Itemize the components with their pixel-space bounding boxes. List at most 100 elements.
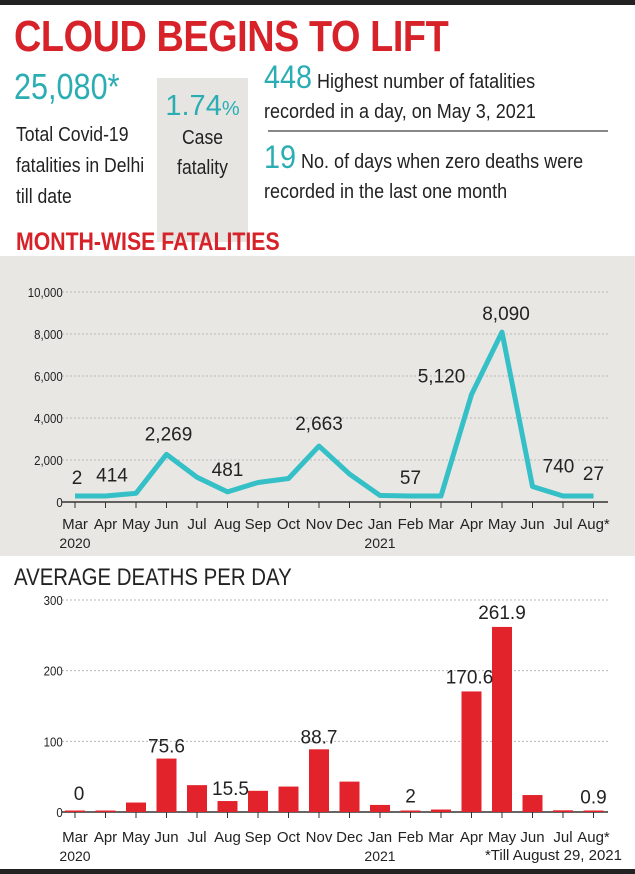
x-tick-label: Aug*	[577, 829, 610, 846]
bar	[278, 786, 299, 812]
zero-days-value: 19	[264, 139, 297, 175]
y-tick-label: 4,000	[34, 411, 63, 426]
data-label: 2	[72, 468, 83, 489]
bar-chart-title: AVERAGE DEATHS PER DAY	[14, 564, 292, 591]
bar	[553, 810, 573, 812]
year-label: 2021	[364, 848, 395, 864]
x-tick-label: Aug*	[577, 516, 610, 533]
bar	[339, 781, 360, 812]
x-tick-label: Oct	[277, 516, 301, 533]
x-tick-label: Jun	[154, 829, 178, 846]
peak-day-stat: 448 Highest number of fatalities recorde…	[264, 61, 597, 127]
y-tick-label: 2,000	[34, 453, 63, 468]
fatalities-line	[75, 329, 594, 499]
x-tick-label: Apr	[94, 516, 117, 533]
x-tick-label: Jul	[187, 516, 206, 533]
x-tick-label: May	[122, 829, 151, 846]
x-tick-label: Feb	[398, 516, 424, 533]
x-tick-label: Mar	[62, 516, 88, 533]
bar	[126, 802, 146, 812]
y-tick-label: 0	[56, 495, 63, 510]
year-label: 2020	[59, 535, 90, 551]
data-label: 261.9	[478, 603, 526, 624]
y-tick-label: 6,000	[34, 369, 63, 384]
year-label: 2021	[364, 535, 395, 551]
case-fatality-label: Case fatality	[177, 127, 228, 179]
data-label: 414	[96, 465, 128, 486]
data-label: 170.6	[446, 667, 494, 688]
data-label: 75.6	[148, 737, 185, 758]
x-tick-label: Aug	[214, 516, 241, 533]
x-tick-label: Jan	[368, 829, 392, 846]
x-tick-label: Sep	[245, 829, 272, 846]
bar	[431, 809, 451, 812]
cfr-unit: %	[221, 98, 240, 120]
data-label: 2,269	[145, 424, 193, 445]
x-tick-label: Dec	[336, 516, 363, 533]
y-tick-label: 200	[44, 664, 63, 679]
bar	[65, 810, 85, 812]
y-tick-label: 10,000	[28, 285, 63, 300]
data-label: 2,663	[295, 414, 343, 435]
x-tick-label: Aug	[214, 829, 241, 846]
bar	[217, 801, 238, 812]
bar	[309, 749, 329, 812]
x-tick-label: Apr	[94, 829, 117, 846]
bar	[461, 691, 482, 812]
line-chart-title: MONTH-WISE FATALITIES	[16, 228, 280, 256]
divider	[268, 130, 608, 132]
x-tick-label: Sep	[245, 516, 272, 533]
x-tick-label: Nov	[306, 829, 333, 846]
year-label: 2020	[59, 848, 90, 864]
zero-days-desc: No. of days when zero deaths were record…	[264, 151, 584, 203]
x-tick-label: Mar	[428, 516, 454, 533]
x-tick-label: Dec	[336, 829, 363, 846]
y-tick-label: 300	[44, 593, 63, 608]
data-label: 0.9	[580, 787, 606, 808]
bar	[248, 790, 268, 812]
x-tick-label: Jul	[187, 829, 206, 846]
y-tick-label: 100	[44, 735, 63, 750]
x-tick-label: Mar	[62, 829, 88, 846]
data-label: 5,120	[418, 366, 466, 387]
bar	[95, 810, 116, 812]
x-tick-label: May	[488, 829, 517, 846]
x-tick-label: May	[122, 516, 151, 533]
bar	[370, 804, 390, 812]
y-tick-label: 8,000	[34, 327, 63, 342]
data-label: 481	[212, 460, 244, 481]
x-tick-label: Nov	[306, 516, 333, 533]
x-tick-label: Jun	[520, 516, 544, 533]
total-fatalities-value: 25,080*	[14, 66, 120, 107]
data-label: 57	[400, 468, 421, 489]
x-tick-label: Apr	[460, 829, 483, 846]
x-tick-label: Oct	[277, 829, 301, 846]
cfr-number: 1.74	[165, 90, 222, 122]
x-tick-label: Jun	[154, 516, 178, 533]
data-label: 27	[583, 464, 604, 485]
data-label: 15.5	[212, 779, 249, 800]
zero-days-stat: 19 No. of days when zero deaths were rec…	[264, 139, 597, 207]
x-tick-label: May	[488, 516, 517, 533]
bar	[522, 795, 543, 812]
top-border	[0, 0, 635, 5]
data-label: 2	[405, 787, 416, 808]
x-tick-label: Feb	[398, 829, 424, 846]
data-label: 740	[543, 456, 575, 477]
data-label: 0	[74, 784, 85, 805]
bar	[156, 758, 177, 812]
x-tick-label: Jun	[520, 829, 544, 846]
data-label: 88.7	[301, 727, 338, 748]
total-fatalities-desc: Total Covid-19 fatalities in Delhi till …	[16, 124, 145, 208]
peak-desc: Highest number of fatalities recorded in…	[264, 71, 536, 123]
bar	[492, 626, 512, 812]
y-tick-label: 0	[56, 805, 63, 820]
x-tick-label: Apr	[460, 516, 483, 533]
case-fatality-box: 1.74% Case fatality	[157, 78, 248, 242]
footnote: *Till August 29, 2021	[485, 847, 622, 864]
x-tick-label: Mar	[428, 829, 454, 846]
x-tick-label: Jan	[368, 516, 392, 533]
data-label: 8,090	[482, 304, 530, 325]
